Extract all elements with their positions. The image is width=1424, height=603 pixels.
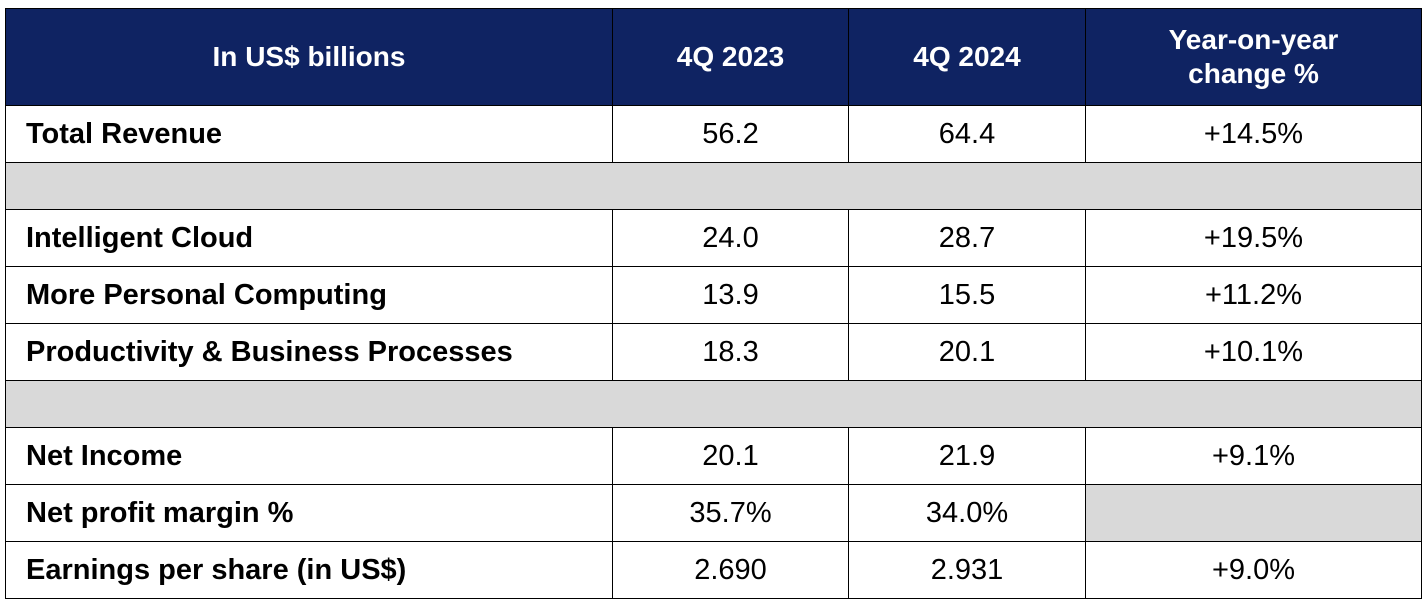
cell: +19.5% bbox=[1085, 209, 1422, 267]
cell: +11.2% bbox=[1085, 266, 1422, 324]
header-row: In US$ billions 4Q 2023 4Q 2024 Year-on-yea… bbox=[5, 8, 1422, 106]
separator-row bbox=[5, 162, 1422, 210]
cell: +9.0% bbox=[1085, 541, 1422, 599]
cell: 24.0 bbox=[612, 209, 849, 267]
header-cell: In US$ billions bbox=[5, 8, 613, 106]
row-label: More Personal Computing bbox=[5, 266, 613, 324]
cell: 20.1 bbox=[612, 427, 849, 485]
header-cell: 4Q 2023 bbox=[612, 8, 849, 106]
cell: 15.5 bbox=[848, 266, 1086, 324]
table-body: Total Revenue 56.2 64.4 +14.5% Intelligent C… bbox=[5, 105, 1422, 599]
header-cell: Year-on-year change % bbox=[1085, 8, 1422, 106]
table-row: Net Income 20.1 21.9 +9.1% bbox=[5, 427, 1422, 485]
table-row: Intelligent Cloud 24.0 28.7 +19.5% bbox=[5, 209, 1422, 267]
cell: 35.7% bbox=[612, 484, 849, 542]
cell: +9.1% bbox=[1085, 427, 1422, 485]
table-row: Earnings per share (in US$) 2.690 2.931 +9.… bbox=[5, 541, 1422, 599]
cell: 34.0% bbox=[848, 484, 1086, 542]
table-row: Productivity & Business Processes 18.3 20.… bbox=[5, 323, 1422, 381]
row-label: Intelligent Cloud bbox=[5, 209, 613, 267]
table-row: Total Revenue 56.2 64.4 +14.5% bbox=[5, 105, 1422, 163]
empty-cell bbox=[1085, 484, 1422, 542]
cell: +10.1% bbox=[1085, 323, 1422, 381]
cell: 21.9 bbox=[848, 427, 1086, 485]
cell: 2.931 bbox=[848, 541, 1086, 599]
cell: 2.690 bbox=[612, 541, 849, 599]
row-label: Net Income bbox=[5, 427, 613, 485]
cell: 18.3 bbox=[612, 323, 849, 381]
separator-cell bbox=[5, 380, 1422, 428]
cell: 20.1 bbox=[848, 323, 1086, 381]
separator-cell bbox=[5, 162, 1422, 210]
cell: +14.5% bbox=[1085, 105, 1422, 163]
row-label: Productivity & Business Processes bbox=[5, 323, 613, 381]
row-label: Total Revenue bbox=[5, 105, 613, 163]
separator-row bbox=[5, 380, 1422, 428]
header-cell: 4Q 2024 bbox=[848, 8, 1086, 106]
cell: 56.2 bbox=[612, 105, 849, 163]
table-row: More Personal Computing 13.9 15.5 +11.2% bbox=[5, 266, 1422, 324]
cell: 13.9 bbox=[612, 266, 849, 324]
cell: 64.4 bbox=[848, 105, 1086, 163]
table-row: Net profit margin % 35.7% 34.0% bbox=[5, 484, 1422, 542]
financial-table: In US$ billions 4Q 2023 4Q 2024 Year-on-yea… bbox=[5, 8, 1422, 599]
row-label: Earnings per share (in US$) bbox=[5, 541, 613, 599]
cell: 28.7 bbox=[848, 209, 1086, 267]
row-label: Net profit margin % bbox=[5, 484, 613, 542]
